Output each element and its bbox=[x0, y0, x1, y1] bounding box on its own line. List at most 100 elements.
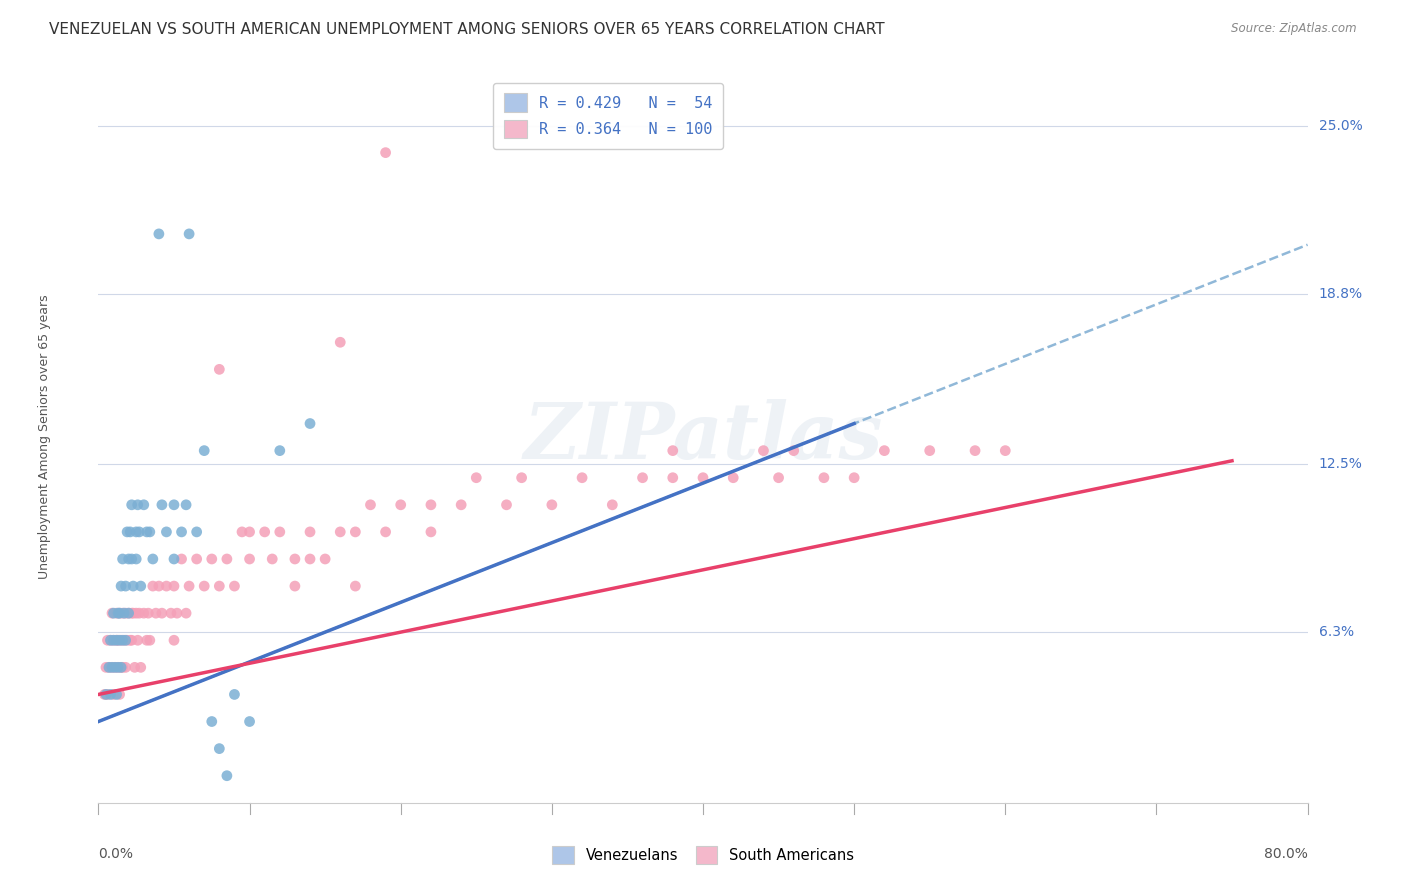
Point bbox=[215, 769, 238, 783]
Text: 12.5%: 12.5% bbox=[1319, 458, 1362, 471]
Point bbox=[495, 498, 517, 512]
Point bbox=[160, 606, 183, 620]
Point bbox=[631, 471, 654, 485]
Point bbox=[374, 524, 396, 539]
Point bbox=[155, 579, 177, 593]
Point bbox=[115, 633, 138, 648]
Text: 6.3%: 6.3% bbox=[1319, 625, 1354, 640]
Point bbox=[121, 606, 143, 620]
Point bbox=[136, 606, 159, 620]
Point bbox=[329, 335, 352, 350]
Point bbox=[107, 660, 129, 674]
Point bbox=[110, 579, 132, 593]
Point bbox=[127, 498, 149, 512]
Point bbox=[374, 145, 396, 160]
Point bbox=[105, 633, 128, 648]
Point bbox=[122, 606, 145, 620]
Point bbox=[844, 471, 866, 485]
Point bbox=[128, 606, 150, 620]
Point bbox=[145, 606, 167, 620]
Point bbox=[723, 471, 745, 485]
Point bbox=[208, 362, 231, 376]
Point bbox=[101, 660, 124, 674]
Point bbox=[104, 660, 127, 674]
Legend: R = 0.429   N =  54, R = 0.364   N = 100: R = 0.429 N = 54, R = 0.364 N = 100 bbox=[494, 83, 723, 149]
Point bbox=[111, 660, 134, 674]
Point bbox=[103, 606, 125, 620]
Point bbox=[94, 688, 117, 702]
Text: Source: ZipAtlas.com: Source: ZipAtlas.com bbox=[1232, 22, 1357, 36]
Point bbox=[125, 552, 148, 566]
Point bbox=[163, 498, 186, 512]
Point bbox=[329, 524, 352, 539]
Point bbox=[135, 524, 157, 539]
Point bbox=[108, 688, 131, 702]
Point bbox=[127, 633, 149, 648]
Point bbox=[253, 524, 276, 539]
Point bbox=[166, 606, 188, 620]
Point bbox=[112, 606, 135, 620]
Point bbox=[155, 524, 177, 539]
Point bbox=[142, 579, 165, 593]
Point bbox=[100, 633, 122, 648]
Point bbox=[112, 633, 135, 648]
Point bbox=[179, 227, 201, 241]
Point bbox=[150, 498, 173, 512]
Point bbox=[215, 552, 238, 566]
Point bbox=[661, 471, 683, 485]
Point bbox=[114, 660, 136, 674]
Point bbox=[873, 443, 896, 458]
Point bbox=[768, 471, 790, 485]
Point bbox=[132, 606, 155, 620]
Point bbox=[118, 606, 141, 620]
Point bbox=[139, 633, 162, 648]
Point bbox=[193, 579, 215, 593]
Point bbox=[129, 660, 152, 674]
Point bbox=[661, 443, 683, 458]
Point bbox=[142, 552, 165, 566]
Point bbox=[114, 579, 136, 593]
Point bbox=[174, 498, 197, 512]
Point bbox=[813, 471, 835, 485]
Point bbox=[115, 524, 138, 539]
Point bbox=[163, 633, 186, 648]
Point bbox=[299, 552, 322, 566]
Point bbox=[118, 552, 141, 566]
Point bbox=[135, 633, 157, 648]
Point bbox=[262, 552, 284, 566]
Point bbox=[120, 633, 142, 648]
Point bbox=[692, 471, 714, 485]
Point bbox=[148, 227, 170, 241]
Point bbox=[120, 524, 142, 539]
Point bbox=[344, 524, 367, 539]
Point bbox=[344, 579, 367, 593]
Point bbox=[571, 471, 593, 485]
Point bbox=[150, 606, 173, 620]
Point bbox=[114, 606, 136, 620]
Text: 25.0%: 25.0% bbox=[1319, 119, 1362, 133]
Point bbox=[94, 660, 117, 674]
Point bbox=[208, 579, 231, 593]
Point bbox=[122, 579, 145, 593]
Point bbox=[994, 443, 1017, 458]
Point bbox=[105, 688, 128, 702]
Point bbox=[269, 443, 291, 458]
Point bbox=[918, 443, 941, 458]
Point bbox=[139, 524, 162, 539]
Point bbox=[107, 660, 129, 674]
Point bbox=[602, 498, 624, 512]
Point bbox=[299, 417, 322, 431]
Point bbox=[239, 524, 262, 539]
Point bbox=[100, 688, 122, 702]
Point bbox=[174, 606, 197, 620]
Point bbox=[105, 633, 128, 648]
Point bbox=[121, 552, 143, 566]
Point bbox=[284, 552, 307, 566]
Text: ZIPatlas: ZIPatlas bbox=[523, 399, 883, 475]
Point bbox=[510, 471, 533, 485]
Point bbox=[110, 660, 132, 674]
Point bbox=[389, 498, 412, 512]
Point bbox=[124, 660, 146, 674]
Point bbox=[299, 524, 322, 539]
Legend: Venezuelans, South Americans: Venezuelans, South Americans bbox=[544, 839, 862, 871]
